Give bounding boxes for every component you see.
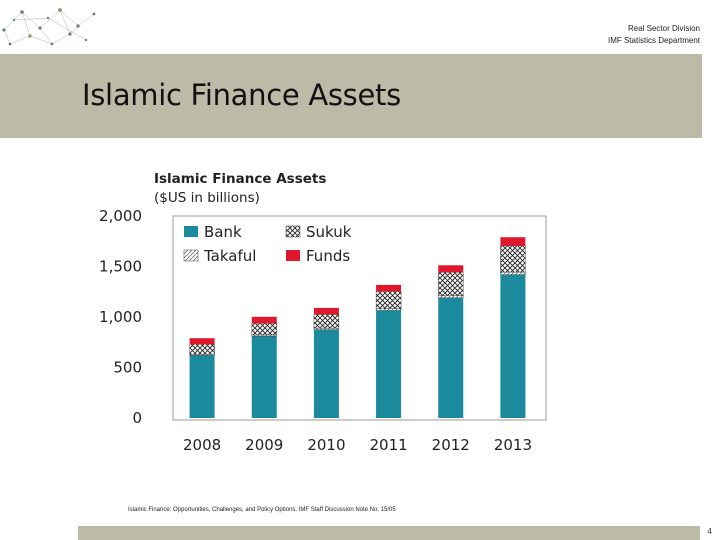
legend-label-funds: Funds (306, 247, 350, 265)
bar-funds-2008 (189, 338, 215, 345)
bar-sukuk-2013 (500, 245, 526, 273)
bar-funds-2013 (500, 237, 526, 246)
bar-bank-2011 (376, 310, 402, 418)
bar-funds-2009 (251, 316, 277, 324)
division-label: Real Sector Division (627, 24, 700, 33)
bar-bank-2013 (500, 274, 526, 418)
bar-sukuk-2008 (189, 344, 215, 355)
legend-label-takaful: Takaful (203, 247, 256, 265)
y-tick-label: 1,000 (99, 308, 142, 326)
legend-swatch-bank (184, 226, 198, 237)
title-banner (0, 54, 702, 138)
footer-bar (78, 526, 700, 540)
bar-bank-2010 (313, 329, 339, 418)
x-tick-label: 2012 (432, 436, 470, 454)
chart-title: Islamic Finance Assets (154, 171, 326, 187)
bar-sukuk-2009 (251, 323, 277, 336)
bar-funds-2011 (376, 284, 402, 292)
x-tick-label: 2011 (369, 436, 407, 454)
department-header: Real Sector Division IMF Statistics Depa… (608, 23, 700, 47)
y-tick-label: 2,000 (99, 207, 142, 225)
legend-label-bank: Bank (204, 223, 242, 241)
y-tick-label: 500 (113, 359, 142, 377)
legend-label-sukuk: Sukuk (306, 223, 352, 241)
department-label: IMF Statistics Department (607, 36, 700, 45)
source-note: Islamic Finance: Opportunities, Challeng… (128, 507, 396, 513)
bar-sukuk-2011 (375, 291, 402, 309)
bar-takaful-2011 (375, 308, 402, 311)
bar-takaful-2012 (438, 295, 464, 299)
x-tick-label: 2008 (183, 436, 221, 454)
bar-takaful-2010 (313, 327, 340, 330)
bar-takaful-2013 (500, 271, 526, 275)
bar-funds-2012 (438, 265, 464, 273)
bar-funds-2010 (313, 307, 339, 315)
bar-bank-2008 (189, 355, 215, 418)
y-tick-label: 0 (132, 409, 142, 427)
slide-title: Islamic Finance Assets (82, 78, 401, 112)
stacked-bar-chart: Islamic Finance Assets ($US in billions)… (99, 171, 547, 454)
legend-swatch-takaful (183, 249, 199, 262)
x-tick-label: 2009 (245, 436, 283, 454)
x-tick-label: 2013 (494, 436, 532, 454)
imf-network-logo (2, 8, 96, 46)
plot-frame (172, 215, 547, 421)
legend-swatch-sukuk (285, 225, 301, 238)
y-tick-label: 1,500 (99, 258, 142, 276)
chart-subtitle: ($US in billions) (154, 190, 260, 206)
bar-sukuk-2010 (313, 314, 340, 329)
legend-swatch-funds (286, 250, 300, 261)
bar-sukuk-2012 (438, 272, 464, 296)
page-number: 4 (707, 527, 712, 536)
x-tick-label: 2010 (307, 436, 345, 454)
bar-bank-2009 (251, 336, 277, 418)
bar-bank-2012 (438, 297, 464, 418)
